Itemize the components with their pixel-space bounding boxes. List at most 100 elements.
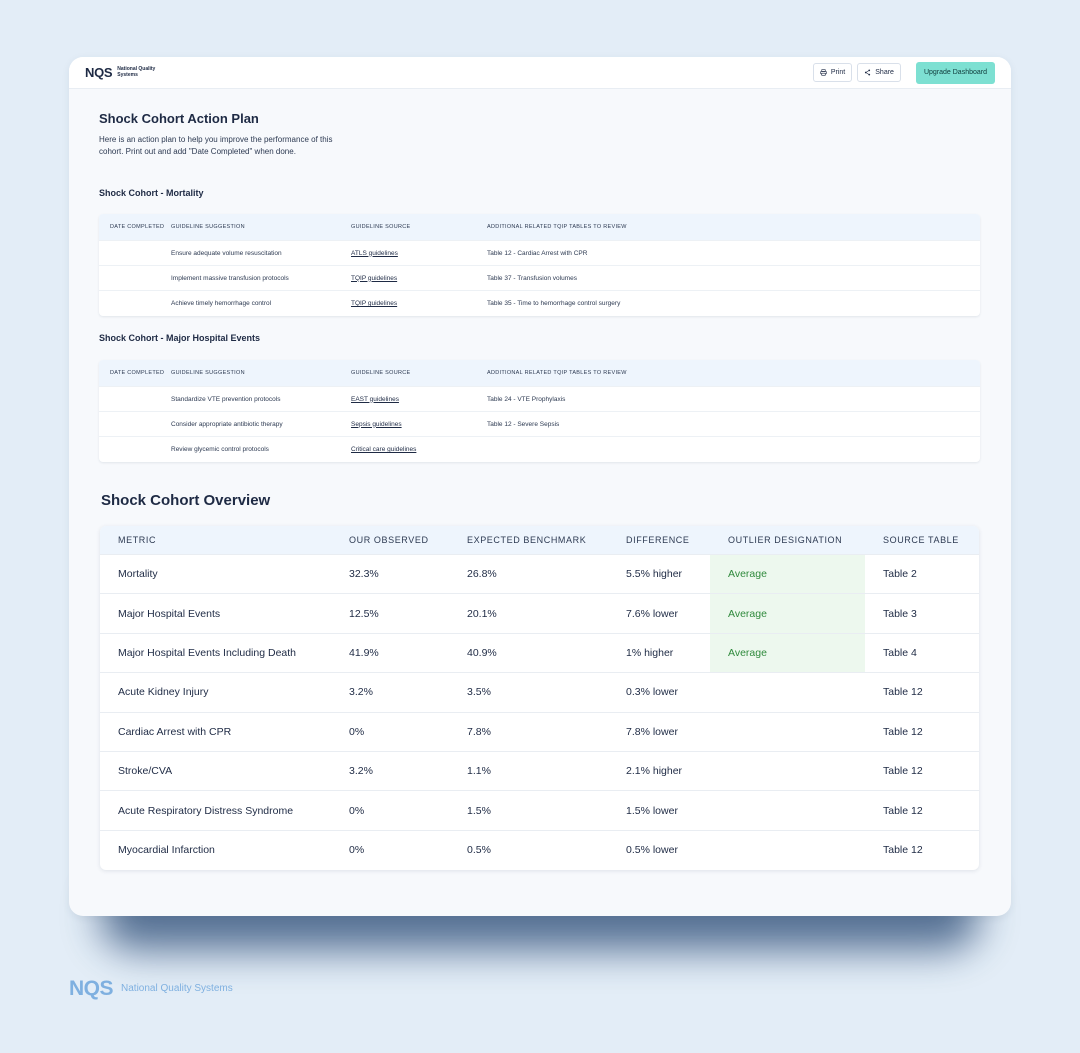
metric-cell: Acute Respiratory Distress Syndrome	[118, 804, 294, 817]
metric-cell: Myocardial Infarction	[118, 844, 215, 857]
guideline-source-link[interactable]: EAST guidelines	[351, 395, 399, 403]
observed-cell: 41.9%	[349, 646, 379, 659]
column-header: ADDITIONAL RELATED TQIP TABLES TO REVIEW	[487, 224, 627, 230]
expected-cell: 26.8%	[467, 568, 497, 581]
table-row: Consider appropriate antibiotic therapy …	[99, 412, 980, 437]
related-tables-cell: Table 35 - Time to hemorrhage control su…	[487, 300, 621, 307]
column-header: SOURCE TABLE	[883, 535, 959, 545]
share-icon	[865, 69, 871, 76]
footer-logo: NQS National Quality Systems	[69, 977, 233, 1001]
observed-cell: 32.3%	[349, 568, 379, 581]
table-row: Stroke/CVA 3.2% 1.1% 2.1% higher Table 1…	[100, 752, 979, 792]
column-header: OUR OBSERVED	[349, 535, 429, 545]
logo-mark: NQS	[85, 65, 113, 80]
table-row: Acute Respiratory Distress Syndrome 0% 1…	[100, 791, 979, 831]
upgrade-dashboard-button[interactable]: Upgrade Dashboard	[915, 61, 995, 84]
column-header: OUTLIER DESIGNATION	[728, 535, 843, 545]
metric-cell: Stroke/CVA	[118, 765, 173, 778]
dashboard-card: NQS National Quality Systems Print Share…	[69, 57, 1011, 916]
guideline-source-link[interactable]: ATLS guidelines	[351, 249, 398, 257]
difference-cell: 7.8% lower	[626, 725, 678, 738]
suggestion-cell: Ensure adequate volume resuscitation	[171, 249, 282, 257]
observed-cell: 0%	[349, 844, 365, 857]
guideline-source-link[interactable]: TQIP guidelines	[351, 274, 398, 282]
section-title-major-hospital-events: Shock Cohort - Major Hospital Events	[99, 333, 261, 343]
intro-text: Here is an action plan to help you impro…	[99, 135, 333, 156]
related-tables-cell: Table 37 - Transfusion volumes	[487, 274, 577, 282]
metric-cell: Cardiac Arrest with CPR	[118, 725, 232, 738]
section-title-mortality: Shock Cohort - Mortality	[99, 188, 204, 198]
difference-cell: 1% higher	[626, 646, 674, 659]
source-table-cell: Table 12	[883, 765, 923, 778]
column-header: METRIC	[118, 535, 157, 545]
table-row: Myocardial Infarction 0% 0.5% 0.5% lower…	[100, 831, 979, 870]
page-title: Shock Cohort Action Plan	[99, 111, 259, 126]
table-row: Ensure adequate volume resuscitation ATL…	[99, 241, 980, 266]
difference-cell: 1.5% lower	[626, 804, 678, 817]
difference-cell: 2.1% higher	[626, 765, 683, 778]
expected-cell: 3.5%	[467, 686, 491, 699]
table-row: Major Hospital Events 12.5% 20.1% 7.6% l…	[100, 594, 979, 634]
table-row: Acute Kidney Injury 3.2% 3.5% 0.3% lower…	[100, 673, 979, 713]
action-plan-table-mortality: DATE COMPLETED GUIDELINE SUGGESTION GUID…	[99, 214, 980, 316]
metric-cell: Major Hospital Events Including Death	[118, 646, 297, 659]
related-tables-cell: Table 12 - Severe Sepsis	[487, 420, 560, 428]
print-button[interactable]: Print	[812, 63, 853, 82]
outlier-designation-cell: Average	[710, 633, 865, 673]
logo: NQS National Quality Systems	[85, 65, 162, 80]
column-header: GUIDELINE SOURCE	[351, 370, 411, 376]
observed-cell: 12.5%	[349, 607, 379, 620]
source-table-cell: Table 2	[883, 568, 917, 581]
column-header: ADDITIONAL RELATED TQIP TABLES TO REVIEW	[487, 370, 627, 376]
guideline-source-link[interactable]: TQIP guidelines	[351, 300, 398, 307]
related-tables-cell: Table 24 - VTE Prophylaxis	[487, 395, 566, 403]
share-button[interactable]: Share	[857, 63, 901, 82]
source-table-cell: Table 12	[883, 725, 923, 738]
column-header: DIFFERENCE	[626, 535, 690, 545]
suggestion-cell: Achieve timely hemorrhage control	[171, 300, 272, 307]
expected-cell: 7.8%	[467, 725, 491, 738]
related-tables-cell: Table 12 - Cardiac Arrest with CPR	[487, 249, 588, 257]
source-table-cell: Table 12	[883, 686, 923, 699]
table-row: Cardiac Arrest with CPR 0% 7.8% 7.8% low…	[100, 713, 979, 752]
observed-cell: 0%	[349, 725, 365, 738]
expected-cell: 1.1%	[467, 765, 491, 778]
main-content: Shock Cohort Action Plan Here is an acti…	[69, 89, 1011, 871]
source-table-cell: Table 3	[883, 607, 917, 620]
observed-cell: 0%	[349, 804, 365, 817]
table-header-row: METRIC OUR OBSERVED EXPECTED BENCHMARK D…	[100, 526, 979, 555]
suggestion-cell: Consider appropriate antibiotic therapy	[171, 420, 283, 428]
suggestion-cell: Standardize VTE prevention protocols	[171, 395, 281, 403]
observed-cell: 3.2%	[349, 765, 373, 778]
table-header-row: DATE COMPLETED GUIDELINE SUGGESTION GUID…	[99, 360, 980, 387]
top-actions: Print Share Upgrade Dashboard	[812, 61, 995, 84]
column-header: DATE COMPLETED	[110, 369, 165, 376]
source-table-cell: Table 12	[883, 804, 923, 817]
guideline-source-link[interactable]: Sepsis guidelines	[351, 420, 402, 428]
outlier-designation-cell	[710, 713, 865, 751]
difference-cell: 0.3% lower	[626, 686, 678, 699]
guideline-source-link[interactable]: Critical care guidelines	[351, 446, 417, 453]
expected-cell: 1.5%	[467, 804, 491, 817]
difference-cell: 7.6% lower	[626, 607, 678, 620]
table-row: Standardize VTE prevention protocols EAS…	[99, 387, 980, 412]
metric-cell: Acute Kidney Injury	[118, 686, 209, 699]
column-header: GUIDELINE SUGGESTION	[171, 370, 245, 376]
overview-title: Shock Cohort Overview	[101, 492, 271, 509]
expected-cell: 0.5%	[467, 844, 491, 857]
suggestion-cell: Review glycemic control protocols	[171, 446, 269, 453]
source-table-cell: Table 4	[883, 646, 917, 659]
table-row: Review glycemic control protocols Critic…	[99, 437, 980, 462]
source-table-cell: Table 12	[883, 844, 923, 857]
observed-cell: 3.2%	[349, 686, 373, 699]
expected-cell: 20.1%	[467, 607, 497, 620]
overview-table: METRIC OUR OBSERVED EXPECTED BENCHMARK D…	[100, 526, 979, 871]
footer-logo-mark: NQS	[69, 977, 114, 1000]
table-row: Achieve timely hemorrhage control TQIP g…	[99, 291, 980, 316]
action-plan-table-major-hospital-events: DATE COMPLETED GUIDELINE SUGGESTION GUID…	[99, 360, 980, 462]
difference-cell: 5.5% higher	[626, 568, 683, 581]
outlier-designation-cell: Average	[710, 555, 865, 594]
table-row: Major Hospital Events Including Death 41…	[100, 633, 979, 674]
suggestion-cell: Implement massive transfusion protocols	[171, 274, 289, 282]
metric-cell: Mortality	[118, 568, 158, 581]
